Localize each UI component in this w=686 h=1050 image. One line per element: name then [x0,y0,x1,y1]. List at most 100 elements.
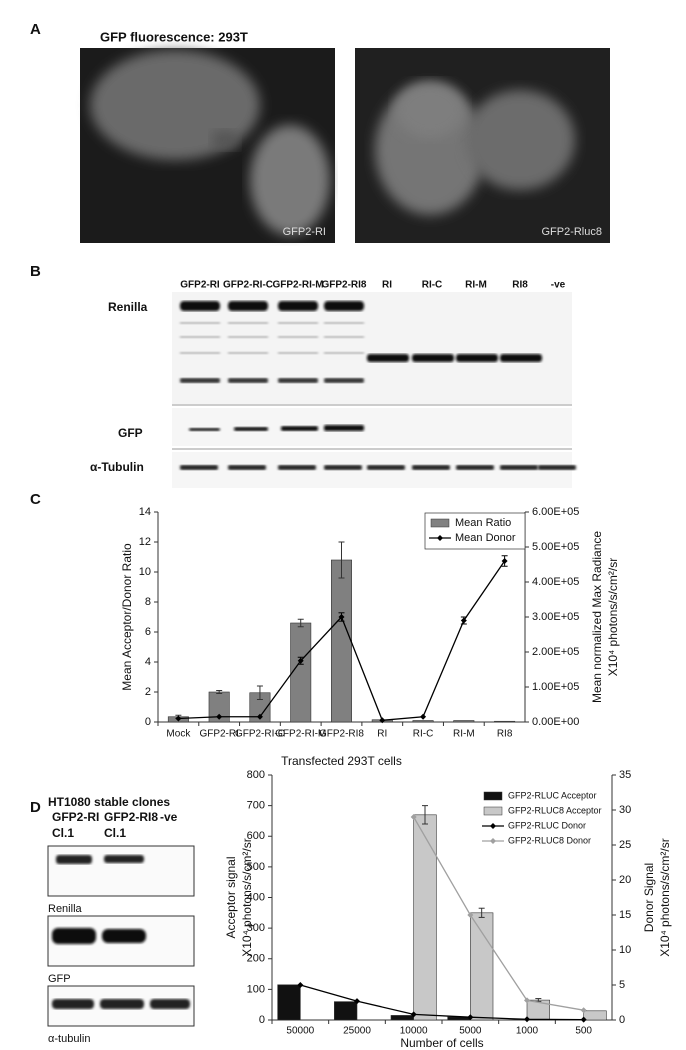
micrograph [355,48,610,243]
band [228,301,268,311]
blot-row-label: GFP [48,973,71,985]
marker [410,814,417,820]
marker [460,617,467,624]
legend-marker [437,535,443,541]
legend-swatch [430,518,450,528]
y-tick-label: 200 [247,953,265,965]
y-tick-label: 14 [139,506,151,518]
x-axis-label: Number of cells [400,1036,483,1050]
error-bar [422,805,428,825]
band [228,352,268,354]
legend-label: GFP2-RLUC Acceptor [508,790,597,800]
y-tick-label: 4 [145,656,151,668]
band [228,336,268,338]
y-tick-label: 6 [145,626,151,638]
marker [420,713,427,720]
band [324,378,364,383]
y-tick-label: 8 [145,596,151,608]
band [324,352,364,354]
y-tick-label: 800 [247,769,265,781]
panel-label: D [30,799,41,816]
y-tick-label: 0 [259,1014,265,1026]
band [180,336,220,338]
error-bar [338,541,345,579]
y2-tick-label: 25 [619,839,631,851]
bar [413,814,437,1021]
band [180,352,220,354]
y-axis-label: X10⁴ photons/s/cm²/sr [240,838,254,957]
lane-label: Cl.1 [104,826,126,840]
lane-label: Cl.1 [52,826,74,840]
marker [580,1016,587,1023]
lane-label: GFP2-RI-C [223,280,273,291]
band [500,354,542,362]
marker [524,1016,530,1023]
bar [334,1001,358,1021]
legend-label: GFP2-RLUC8 Donor [508,835,591,845]
panel-label: A [30,21,41,38]
lane-label: GFP2-RI8 [321,280,366,291]
y2-tick-label: 20 [619,874,631,886]
marker [379,717,386,724]
band [180,378,220,383]
band [324,336,364,338]
lane-label: -ve [551,280,566,291]
band [500,465,538,470]
bar [494,720,516,723]
marker [467,912,474,918]
image-caption: GFP2-Rluc8 [541,226,602,238]
x-tick-label: GFP2-RI-M [275,729,326,740]
western-blot [172,292,576,488]
legend-label: Mean Donor [455,532,516,544]
band [324,301,364,311]
y2-axis-label: X10⁴ photons/s/cm²/sr [606,558,620,677]
marker [410,1011,417,1018]
x-tick-label: GFP2-RI [199,729,238,740]
blot-row-label: Renilla [48,903,83,915]
band [324,465,362,470]
band [367,354,409,362]
x-tick-label: GFP2-RI-C [235,729,285,740]
legend-swatch [483,791,503,801]
band [278,322,318,324]
legend-swatch [483,806,503,816]
x-tick-label: 1000 [516,1026,539,1037]
error-bar [297,618,304,628]
band [367,465,405,470]
x-tick-label: RI-M [453,729,475,740]
y2-tick-label: 10 [619,944,631,956]
legend-marker [490,823,496,829]
band [281,426,318,431]
bar [453,720,475,723]
marker [467,1014,474,1021]
micrograph [80,48,335,243]
y-axis-label: Acceptor signal [224,856,238,938]
bar [331,559,352,723]
bar [470,912,494,1021]
x-tick-label: GFP2-RI8 [319,729,364,740]
y2-tick-label: 1.00E+05 [532,681,579,693]
lane-label: RI-C [422,280,443,291]
band [278,352,318,354]
error-bar [256,685,263,700]
image-caption: GFP2-RI [283,226,326,238]
bar [412,720,434,723]
lane-label: GFP2-RI [180,280,220,291]
x-tick-label: RI-C [413,729,434,740]
y2-tick-label: 3.00E+05 [532,611,579,623]
band [456,354,498,362]
error-bar [478,907,485,918]
marker [175,715,182,722]
band [324,322,364,324]
marker [501,558,508,564]
line [413,816,584,1011]
band [189,428,220,431]
marker [297,657,304,664]
x-tick-label: RI [377,729,387,740]
y-tick-label: 2 [145,686,151,698]
band [228,378,268,383]
y2-axis-label: Mean normalized Max Radiance [590,531,604,703]
band [180,301,220,311]
band [278,301,318,311]
